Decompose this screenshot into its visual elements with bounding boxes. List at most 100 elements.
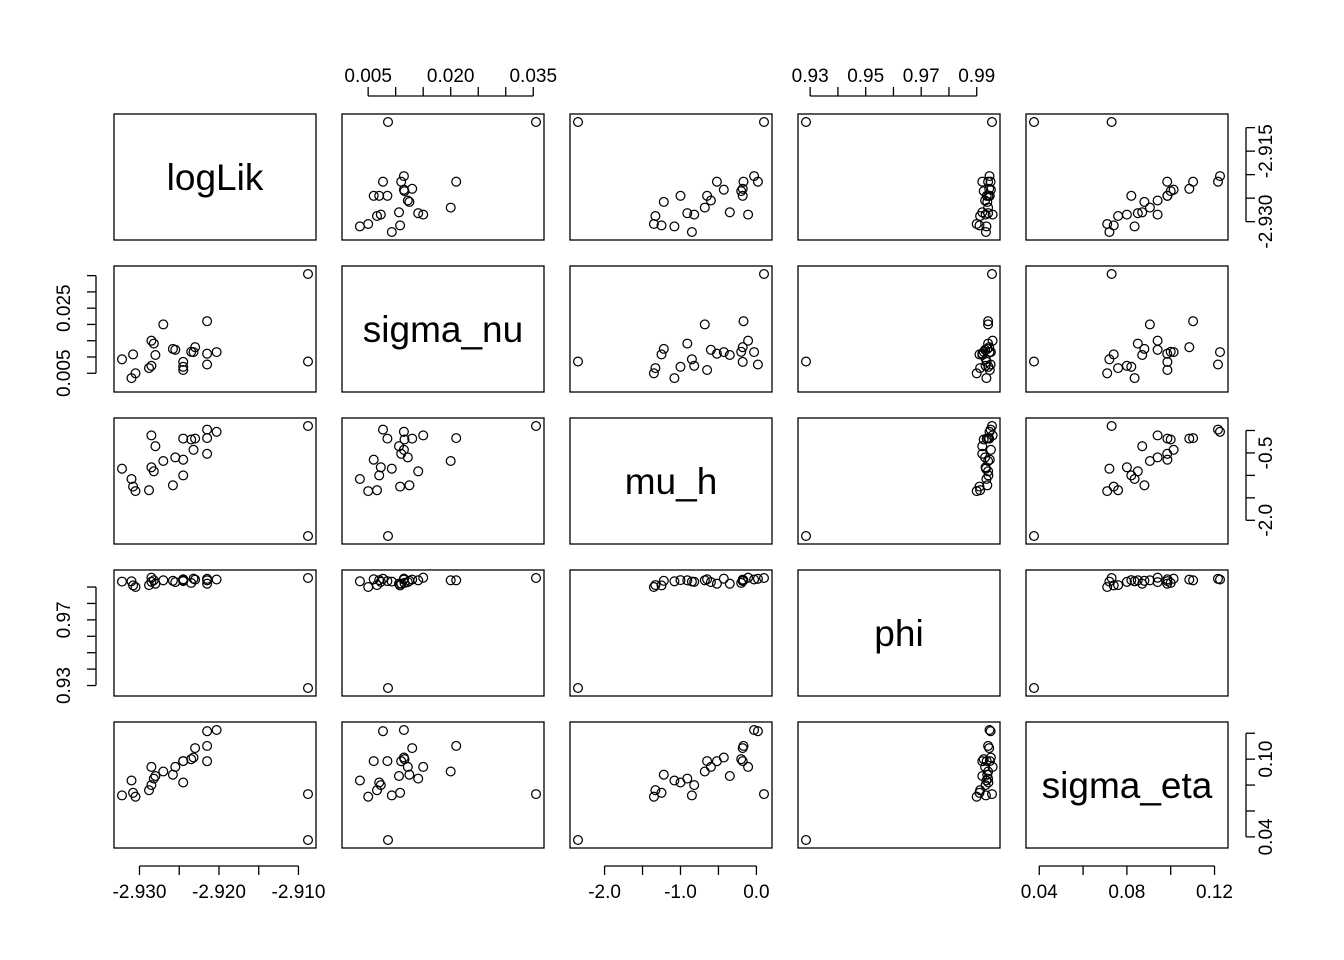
data-point (648, 368, 659, 379)
data-point (451, 176, 462, 187)
data-point (413, 773, 424, 784)
data-point (1132, 208, 1143, 219)
data-point (368, 454, 379, 465)
data-point (650, 580, 661, 591)
data-point (1139, 343, 1150, 354)
data-point (363, 791, 374, 802)
scatter-panel-sigma_nu-vs-mu_h (341, 417, 545, 545)
data-point (689, 780, 700, 791)
panel-frame (113, 265, 317, 393)
data-point (211, 426, 222, 437)
data-point (150, 441, 161, 452)
data-point (302, 682, 314, 694)
data-point (148, 338, 159, 349)
data-point (1102, 486, 1113, 497)
data-point (202, 726, 213, 737)
data-point (382, 530, 394, 542)
data-point (572, 116, 584, 128)
data-point (752, 359, 763, 370)
data-point (116, 790, 128, 801)
data-point (1126, 190, 1137, 201)
data-point (656, 580, 667, 591)
data-point (702, 364, 713, 376)
data-point (705, 195, 716, 206)
data-point (382, 834, 394, 846)
tick-label: -0.5 (1256, 437, 1277, 470)
data-point (1162, 348, 1173, 359)
panel-frame (569, 265, 773, 393)
scatter-panel-phi-vs-mu_h (797, 417, 1001, 545)
tick-label: -2.920 (192, 882, 246, 903)
data-point (530, 420, 542, 432)
data-point (211, 724, 222, 736)
data-point (167, 343, 178, 354)
data-point (724, 207, 735, 218)
data-point (982, 769, 993, 780)
panel-frame (797, 417, 1001, 545)
data-point (178, 470, 189, 481)
data-point (656, 220, 667, 231)
data-point (354, 576, 365, 587)
scatter-panel-sigma_eta-vs-sigma_nu (1025, 265, 1229, 393)
data-point (1102, 218, 1113, 230)
panel-frame (797, 569, 1001, 697)
data-point (981, 433, 992, 444)
data-point (1214, 426, 1226, 437)
data-point (800, 834, 812, 846)
data-point (980, 226, 991, 238)
data-point (705, 344, 716, 355)
scatter-panel-logLik-vs-sigma_nu (113, 265, 317, 393)
variable-name-logLik: logLik (167, 157, 264, 198)
data-point (1162, 448, 1173, 459)
data-point (404, 480, 415, 491)
data-point (128, 349, 139, 360)
data-point (737, 190, 748, 201)
data-point (1139, 480, 1150, 491)
data-point (130, 791, 141, 802)
data-point (302, 420, 314, 432)
data-point (150, 770, 161, 782)
panel-frame (113, 569, 317, 697)
data-point (1162, 578, 1173, 589)
data-point (669, 576, 680, 587)
data-point (368, 190, 379, 201)
data-point (736, 346, 747, 357)
panel-frame (569, 721, 773, 849)
scatter-panel-sigma_eta-vs-phi (1025, 569, 1229, 697)
data-point (977, 176, 988, 187)
data-point (190, 433, 201, 444)
data-point (1184, 574, 1195, 585)
data-point (1144, 202, 1155, 213)
data-point (711, 756, 722, 767)
data-point (116, 354, 128, 365)
panel-frame (341, 265, 545, 393)
data-point (718, 573, 729, 584)
scatter-panel-phi-vs-sigma_nu (797, 265, 1001, 393)
data-point (1137, 441, 1148, 452)
data-point (650, 363, 661, 374)
data-point (758, 789, 770, 800)
data-point (178, 356, 189, 367)
data-point (987, 209, 998, 220)
data-point (146, 335, 157, 346)
scatter-panel-logLik-vs-phi (113, 569, 317, 697)
data-point (1028, 682, 1040, 694)
data-point (150, 349, 161, 361)
data-point (689, 360, 700, 371)
data-point (146, 576, 157, 587)
panel-frame (1025, 569, 1229, 697)
data-point (648, 581, 659, 593)
data-point (982, 343, 993, 354)
scatter-panel-phi-vs-logLik (797, 113, 1001, 241)
data-point (395, 787, 406, 798)
data-point (1152, 195, 1163, 206)
data-point (386, 463, 397, 474)
data-point (413, 575, 424, 586)
data-point (1188, 316, 1199, 327)
data-point (302, 530, 314, 542)
variable-name-phi: phi (874, 613, 923, 654)
data-point (711, 176, 722, 187)
data-point (128, 580, 139, 591)
data-point (445, 575, 456, 586)
data-point (202, 433, 213, 444)
